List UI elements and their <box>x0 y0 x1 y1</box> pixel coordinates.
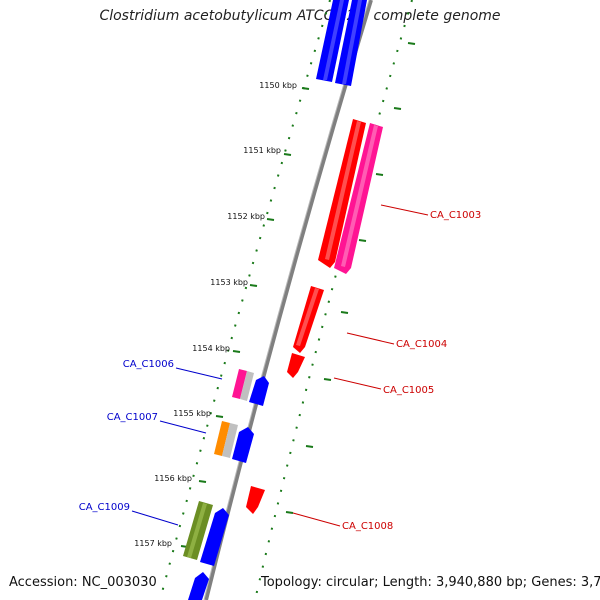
gene-blue-after-c1009[interactable] <box>200 508 229 566</box>
label-ca-c1008[interactable]: CA_C1008 <box>342 521 393 532</box>
gene-ca-c1007-gray[interactable] <box>222 423 238 458</box>
tick-label-1156: 1156 kbp <box>154 474 192 483</box>
gene-ca-c1003-red[interactable] <box>318 119 366 268</box>
gene-ca-c1006-pink[interactable] <box>232 369 247 399</box>
gene-ca-c1007-orange[interactable] <box>214 421 230 456</box>
gene-ca-c1005[interactable] <box>287 353 305 378</box>
tick-label-1150: 1150 kbp <box>259 81 297 90</box>
reverse-tick-track <box>159 0 331 600</box>
gene-ca-c1009[interactable] <box>183 501 213 560</box>
gene-ca-c1007-blue[interactable] <box>232 427 254 463</box>
major-ticks <box>180 42 416 548</box>
map-title: Clostridium acetobutylicum ATCC 824, com… <box>99 8 501 24</box>
tick-label-1157: 1157 kbp <box>134 539 172 548</box>
tick-label-1155: 1155 kbp <box>173 409 211 418</box>
label-ca-c1004[interactable]: CA_C1004 <box>396 339 447 350</box>
gene-ca-c1006-gray[interactable] <box>240 371 254 401</box>
gene-ca-c1008[interactable] <box>246 486 265 514</box>
tick-label-1153: 1153 kbp <box>210 278 248 287</box>
gene-ca-c1004[interactable] <box>293 286 324 353</box>
forward-tick-track <box>254 0 413 600</box>
label-connectors <box>131 204 429 527</box>
tick-label-1152: 1152 kbp <box>227 212 265 221</box>
gene-top-blue-2[interactable] <box>335 0 367 86</box>
label-ca-c1007[interactable]: CA_C1007 <box>107 412 158 423</box>
accession-text: Accession: NC_003030 <box>9 575 157 590</box>
tick-label-1154: 1154 kbp <box>192 344 230 353</box>
label-ca-c1005[interactable]: CA_C1005 <box>383 385 434 396</box>
gene-bottom-blue[interactable] <box>188 572 209 600</box>
label-ca-c1003[interactable]: CA_C1003 <box>430 210 481 221</box>
genome-backbone <box>204 0 373 600</box>
gene-ca-c1003-pink[interactable] <box>334 123 383 274</box>
genome-summary-text: Topology: circular; Length: 3,940,880 bp… <box>261 575 600 590</box>
gene-ca-c1006-blue[interactable] <box>249 376 269 406</box>
gene-top-blue-1[interactable] <box>316 0 349 82</box>
label-ca-c1009[interactable]: CA_C1009 <box>79 502 130 513</box>
label-ca-c1006[interactable]: CA_C1006 <box>123 359 174 370</box>
tick-label-1151: 1151 kbp <box>243 146 281 155</box>
